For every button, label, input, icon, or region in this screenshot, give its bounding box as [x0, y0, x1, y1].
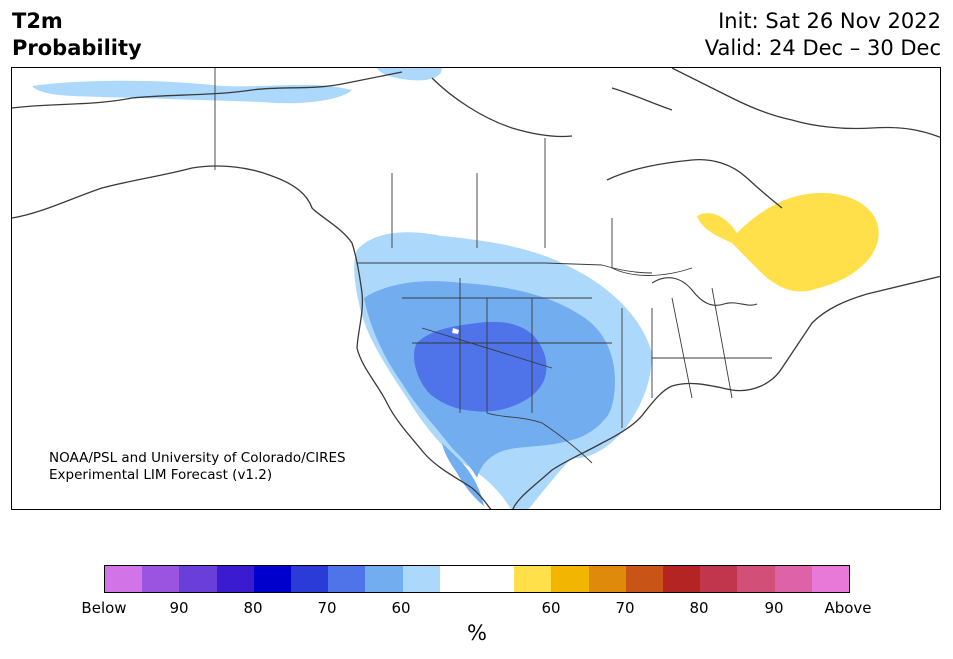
colorbar-unit: %: [467, 621, 487, 645]
title-type: Probability: [12, 36, 142, 60]
colorbar-segment: [700, 566, 738, 592]
alaska-below-60: [32, 80, 352, 104]
credit-line-1: NOAA/PSL and University of Colorado/CIRE…: [49, 450, 346, 466]
arctic-below-60: [377, 68, 442, 81]
colorbar-segment: [588, 566, 626, 592]
credit-line-2: Experimental LIM Forecast (v1.2): [49, 467, 273, 483]
political-borders: [214, 68, 772, 464]
coastlines: [12, 68, 940, 509]
map-panel: [11, 67, 941, 510]
utah-lake: [452, 328, 459, 334]
map-svg: [12, 68, 940, 509]
colorbar-segment: [551, 566, 589, 592]
colorbar-tick-label: 90: [169, 599, 189, 617]
west-below-80: [414, 321, 547, 412]
colorbar-tick-label: Above: [824, 599, 872, 617]
colorbar-segment: [625, 566, 664, 592]
colorbar-segment: [477, 566, 515, 592]
probability-shading: [32, 68, 879, 509]
colorbar-segment: [402, 566, 440, 592]
colorbar-segment: [737, 566, 775, 592]
east-above-60: [697, 192, 879, 292]
colorbar-segment: [328, 566, 366, 592]
title-right: Init: Sat 26 Nov 2022 Valid: 24 Dec – 30…: [705, 8, 941, 62]
colorbar-segment: [663, 566, 701, 592]
colorbar-tick-label: 80: [689, 599, 709, 617]
baja-below-70: [442, 443, 484, 506]
colorbar-tick-label: 60: [541, 599, 561, 617]
colorbar-segment: [105, 566, 143, 592]
credit-text: NOAA/PSL and University of Colorado/CIRE…: [49, 450, 346, 484]
init-date: Init: Sat 26 Nov 2022: [718, 9, 941, 33]
colorbar: [104, 565, 850, 593]
colorbar-segment: [142, 566, 180, 592]
great-lakes: [651, 277, 758, 306]
colorbar-tick-label: Below: [81, 599, 127, 617]
colorbar-segment: [774, 566, 812, 592]
colorbar-segment: [514, 566, 552, 592]
colorbar-tick-label: 60: [391, 599, 411, 617]
colorbar-segment: [216, 566, 254, 592]
title-variable: T2m: [12, 9, 63, 33]
colorbar-tick-label: 70: [615, 599, 635, 617]
colorbar-segment: [179, 566, 217, 592]
colorbar-tick-label: 80: [243, 599, 263, 617]
title-left: T2m Probability: [12, 8, 142, 62]
colorbar-segment: [291, 566, 329, 592]
colorbar-segment: [811, 566, 850, 592]
colorbar-tick-label: 90: [764, 599, 784, 617]
colorbar-segment: [365, 566, 403, 592]
colorbar-segment: [439, 566, 478, 592]
valid-range: Valid: 24 Dec – 30 Dec: [704, 36, 941, 60]
colorbar-segment: [253, 566, 292, 592]
colorbar-tick-label: 70: [317, 599, 337, 617]
